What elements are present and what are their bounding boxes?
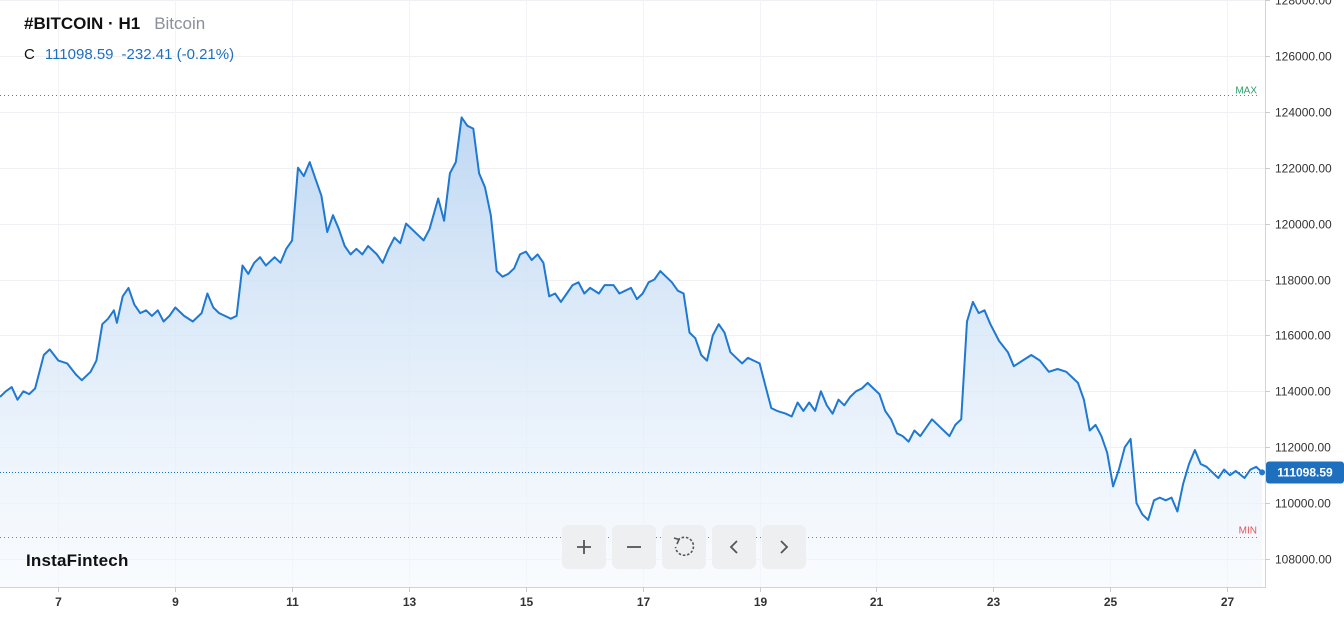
y-tick-label: 108000.00 xyxy=(1275,553,1332,567)
y-tick-label: 118000.00 xyxy=(1275,274,1331,288)
x-tick-label: 27 xyxy=(1221,595,1235,609)
scroll-right-button[interactable] xyxy=(762,525,806,569)
x-tick-label: 25 xyxy=(1104,595,1118,609)
y-tick-label: 112000.00 xyxy=(1275,441,1331,455)
zoom-in-button[interactable] xyxy=(562,525,606,569)
x-tick-label: 9 xyxy=(172,595,179,609)
x-tick-label: 11 xyxy=(286,595,299,609)
price-axis[interactable]: 108000.00 110000.00 112000.00 114000.00 1160… xyxy=(1265,0,1332,567)
x-tick-label: 23 xyxy=(987,595,1001,609)
y-tick-label: 116000.00 xyxy=(1275,329,1331,343)
brand-logo: InstaFintech xyxy=(26,551,129,570)
y-tick-label: 120000.00 xyxy=(1275,218,1332,232)
x-tick-label: 19 xyxy=(754,595,768,609)
ohlc-legend: C 111098.59 -232.41 (-0.21%) xyxy=(24,46,234,63)
close-change: -232.41 (-0.21%) xyxy=(121,46,235,63)
plus-icon xyxy=(577,540,591,554)
minus-icon xyxy=(627,546,641,548)
y-tick-label: 114000.00 xyxy=(1275,385,1331,399)
x-tick-label: 17 xyxy=(637,595,651,609)
y-tick-label: 110000.00 xyxy=(1275,497,1331,511)
reset-button[interactable] xyxy=(662,525,706,569)
close-value: 111098.59 xyxy=(44,46,114,63)
chevron-right-icon xyxy=(780,540,789,554)
x-tick-label: 7 xyxy=(55,595,62,609)
last-price-dot xyxy=(1259,469,1266,476)
x-tick-label: 21 xyxy=(870,595,884,609)
zoom-out-button[interactable] xyxy=(612,525,656,569)
reset-icon xyxy=(673,536,695,556)
price-line xyxy=(0,116,1263,521)
y-tick-label: 128000.00 xyxy=(1275,0,1332,8)
chevron-left-icon xyxy=(729,540,738,554)
symbol-description: Bitcoin xyxy=(154,14,206,33)
x-tick-label: 13 xyxy=(403,595,417,609)
last-price-badge: 111098.59 xyxy=(1266,461,1344,484)
close-label: C xyxy=(24,46,35,63)
y-tick-label: 124000.00 xyxy=(1275,106,1332,120)
symbol-label: #BITCOIN · H1 xyxy=(24,14,141,33)
chart-toolbar xyxy=(562,525,806,569)
x-tick-label: 15 xyxy=(520,595,534,609)
scroll-left-button[interactable] xyxy=(712,525,756,569)
last-price-badge-text: 111098.59 xyxy=(1277,466,1333,480)
price-area xyxy=(0,117,1263,588)
chart-title: #BITCOIN · H1 Bitcoin xyxy=(24,14,205,34)
min-label: MIN xyxy=(1239,526,1257,537)
y-tick-label: 122000.00 xyxy=(1275,162,1332,176)
y-tick-label: 126000.00 xyxy=(1275,50,1332,64)
time-axis[interactable]: 7 9 11 13 15 17 19 21 23 25 27 xyxy=(55,587,1234,609)
max-label: MAX xyxy=(1235,86,1257,97)
